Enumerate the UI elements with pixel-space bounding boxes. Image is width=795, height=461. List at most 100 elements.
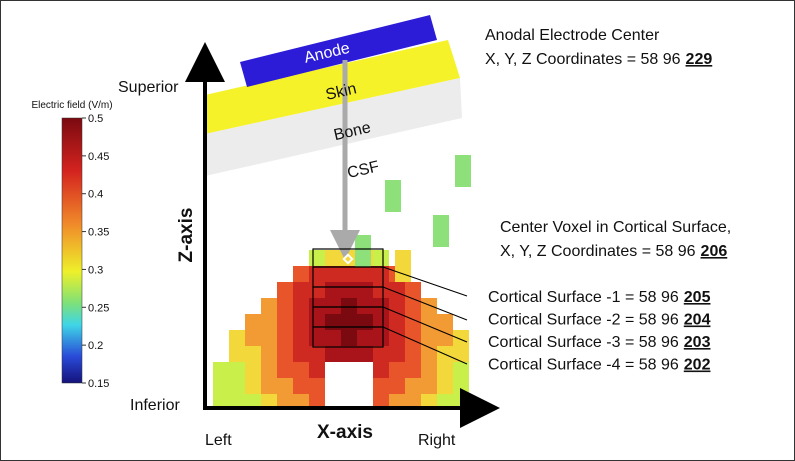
colorbar-tick-label: 0.25 — [88, 302, 109, 314]
voxel — [325, 266, 341, 282]
voxel — [277, 298, 293, 314]
voxel — [373, 330, 389, 346]
voxel — [373, 378, 389, 394]
annotation-title: Center Voxel in Cortical Surface, — [500, 219, 731, 236]
voxel — [405, 282, 421, 298]
annotation-coords: X, Y, Z Coordinates = 58 96 229 — [485, 51, 712, 68]
colorbar-tick-label: 0.2 — [88, 340, 103, 352]
z-value: 204 — [684, 312, 711, 329]
voxel — [309, 378, 325, 394]
coords-label: Cortical Surface -2 = 58 96 — [488, 312, 679, 329]
voxel — [437, 362, 453, 378]
voxel — [293, 314, 309, 330]
voxel — [325, 330, 341, 346]
voxel — [357, 314, 373, 330]
voxel — [421, 298, 437, 314]
voxel — [421, 378, 437, 394]
axis-title: X-axis — [317, 422, 373, 443]
coords-label: Cortical Surface -3 = 58 96 — [488, 334, 679, 351]
voxel — [355, 235, 371, 267]
voxel — [389, 314, 405, 330]
voxel — [245, 378, 261, 394]
voxel — [229, 346, 245, 362]
voxel — [357, 330, 373, 346]
voxel — [405, 298, 421, 314]
voxel — [373, 314, 389, 330]
voxel — [437, 314, 453, 330]
voxel — [341, 266, 357, 282]
voxel — [373, 298, 389, 314]
coords-label: X, Y, Z Coordinates = 58 96 — [485, 51, 681, 68]
voxel — [309, 298, 325, 314]
voxel — [453, 378, 469, 394]
voxel — [405, 362, 421, 378]
voxel — [277, 330, 293, 346]
voxel — [261, 346, 277, 362]
voxel — [325, 282, 341, 298]
z-value: 229 — [686, 51, 713, 68]
voxel — [389, 346, 405, 362]
voxel — [277, 378, 293, 394]
coords-label: Cortical Surface -1 = 58 96 — [488, 289, 679, 306]
voxel — [453, 346, 469, 362]
voxel — [325, 250, 341, 266]
bone-layer — [205, 78, 462, 176]
voxel — [453, 330, 469, 346]
coords-label: X, Y, Z Coordinates = 58 96 — [500, 243, 696, 260]
voxel — [293, 282, 309, 298]
voxel — [341, 298, 357, 314]
voxel — [309, 314, 325, 330]
leader-lines — [382, 266, 468, 365]
voxel — [325, 314, 341, 330]
voxel — [245, 346, 261, 362]
voxel — [309, 346, 325, 362]
coords-label: Cortical Surface -4 = 58 96 — [488, 357, 679, 374]
voxel — [357, 298, 373, 314]
voxel — [341, 282, 357, 298]
voxel — [389, 378, 405, 394]
voxel — [385, 180, 401, 212]
surface-coords: Cortical Surface -2 = 58 96 204 — [488, 312, 711, 329]
axis-end-label: Right — [418, 432, 456, 449]
voxel — [455, 155, 471, 187]
surface-coords: Cortical Surface -1 = 58 96 205 — [488, 289, 711, 306]
voxel — [395, 250, 411, 282]
colorbar — [61, 117, 83, 384]
voxel — [373, 346, 389, 362]
voxel — [293, 346, 309, 362]
voxel — [293, 266, 309, 282]
axis-title: Z-axis — [176, 208, 197, 263]
z-value: 206 — [701, 243, 728, 260]
annotation-coords: X, Y, Z Coordinates = 58 96 206 — [500, 243, 727, 260]
voxel — [389, 330, 405, 346]
colorbar-title: Electric field (V/m) — [31, 100, 112, 111]
voxel — [341, 346, 357, 362]
voxel — [373, 282, 389, 298]
voxel — [261, 378, 277, 394]
z-value: 202 — [684, 357, 711, 374]
colorbar-tick-label: 0.45 — [88, 151, 109, 163]
voxel — [421, 314, 437, 330]
layer-label: Skin — [324, 80, 358, 104]
surface-coords: Cortical Surface -4 = 58 96 202 — [488, 357, 711, 374]
voxel — [325, 298, 341, 314]
voxel — [405, 346, 421, 362]
voxel — [309, 282, 325, 298]
voxel — [277, 314, 293, 330]
axis-end-label: Inferior — [130, 397, 180, 414]
voxel — [309, 266, 325, 282]
voxel — [245, 314, 261, 330]
axis-end-label: Superior — [118, 79, 179, 96]
axis-end-label: Left — [205, 432, 232, 449]
colorbar-tick-label: 0.15 — [88, 378, 109, 390]
voxel — [389, 298, 405, 314]
voxel — [229, 330, 245, 346]
voxel — [229, 362, 245, 378]
voxel — [433, 215, 449, 247]
voxel — [229, 378, 245, 394]
voxel — [341, 314, 357, 330]
center-marker — [342, 253, 354, 265]
voxel — [293, 298, 309, 314]
voxel-map — [213, 155, 471, 410]
voxel — [261, 330, 277, 346]
